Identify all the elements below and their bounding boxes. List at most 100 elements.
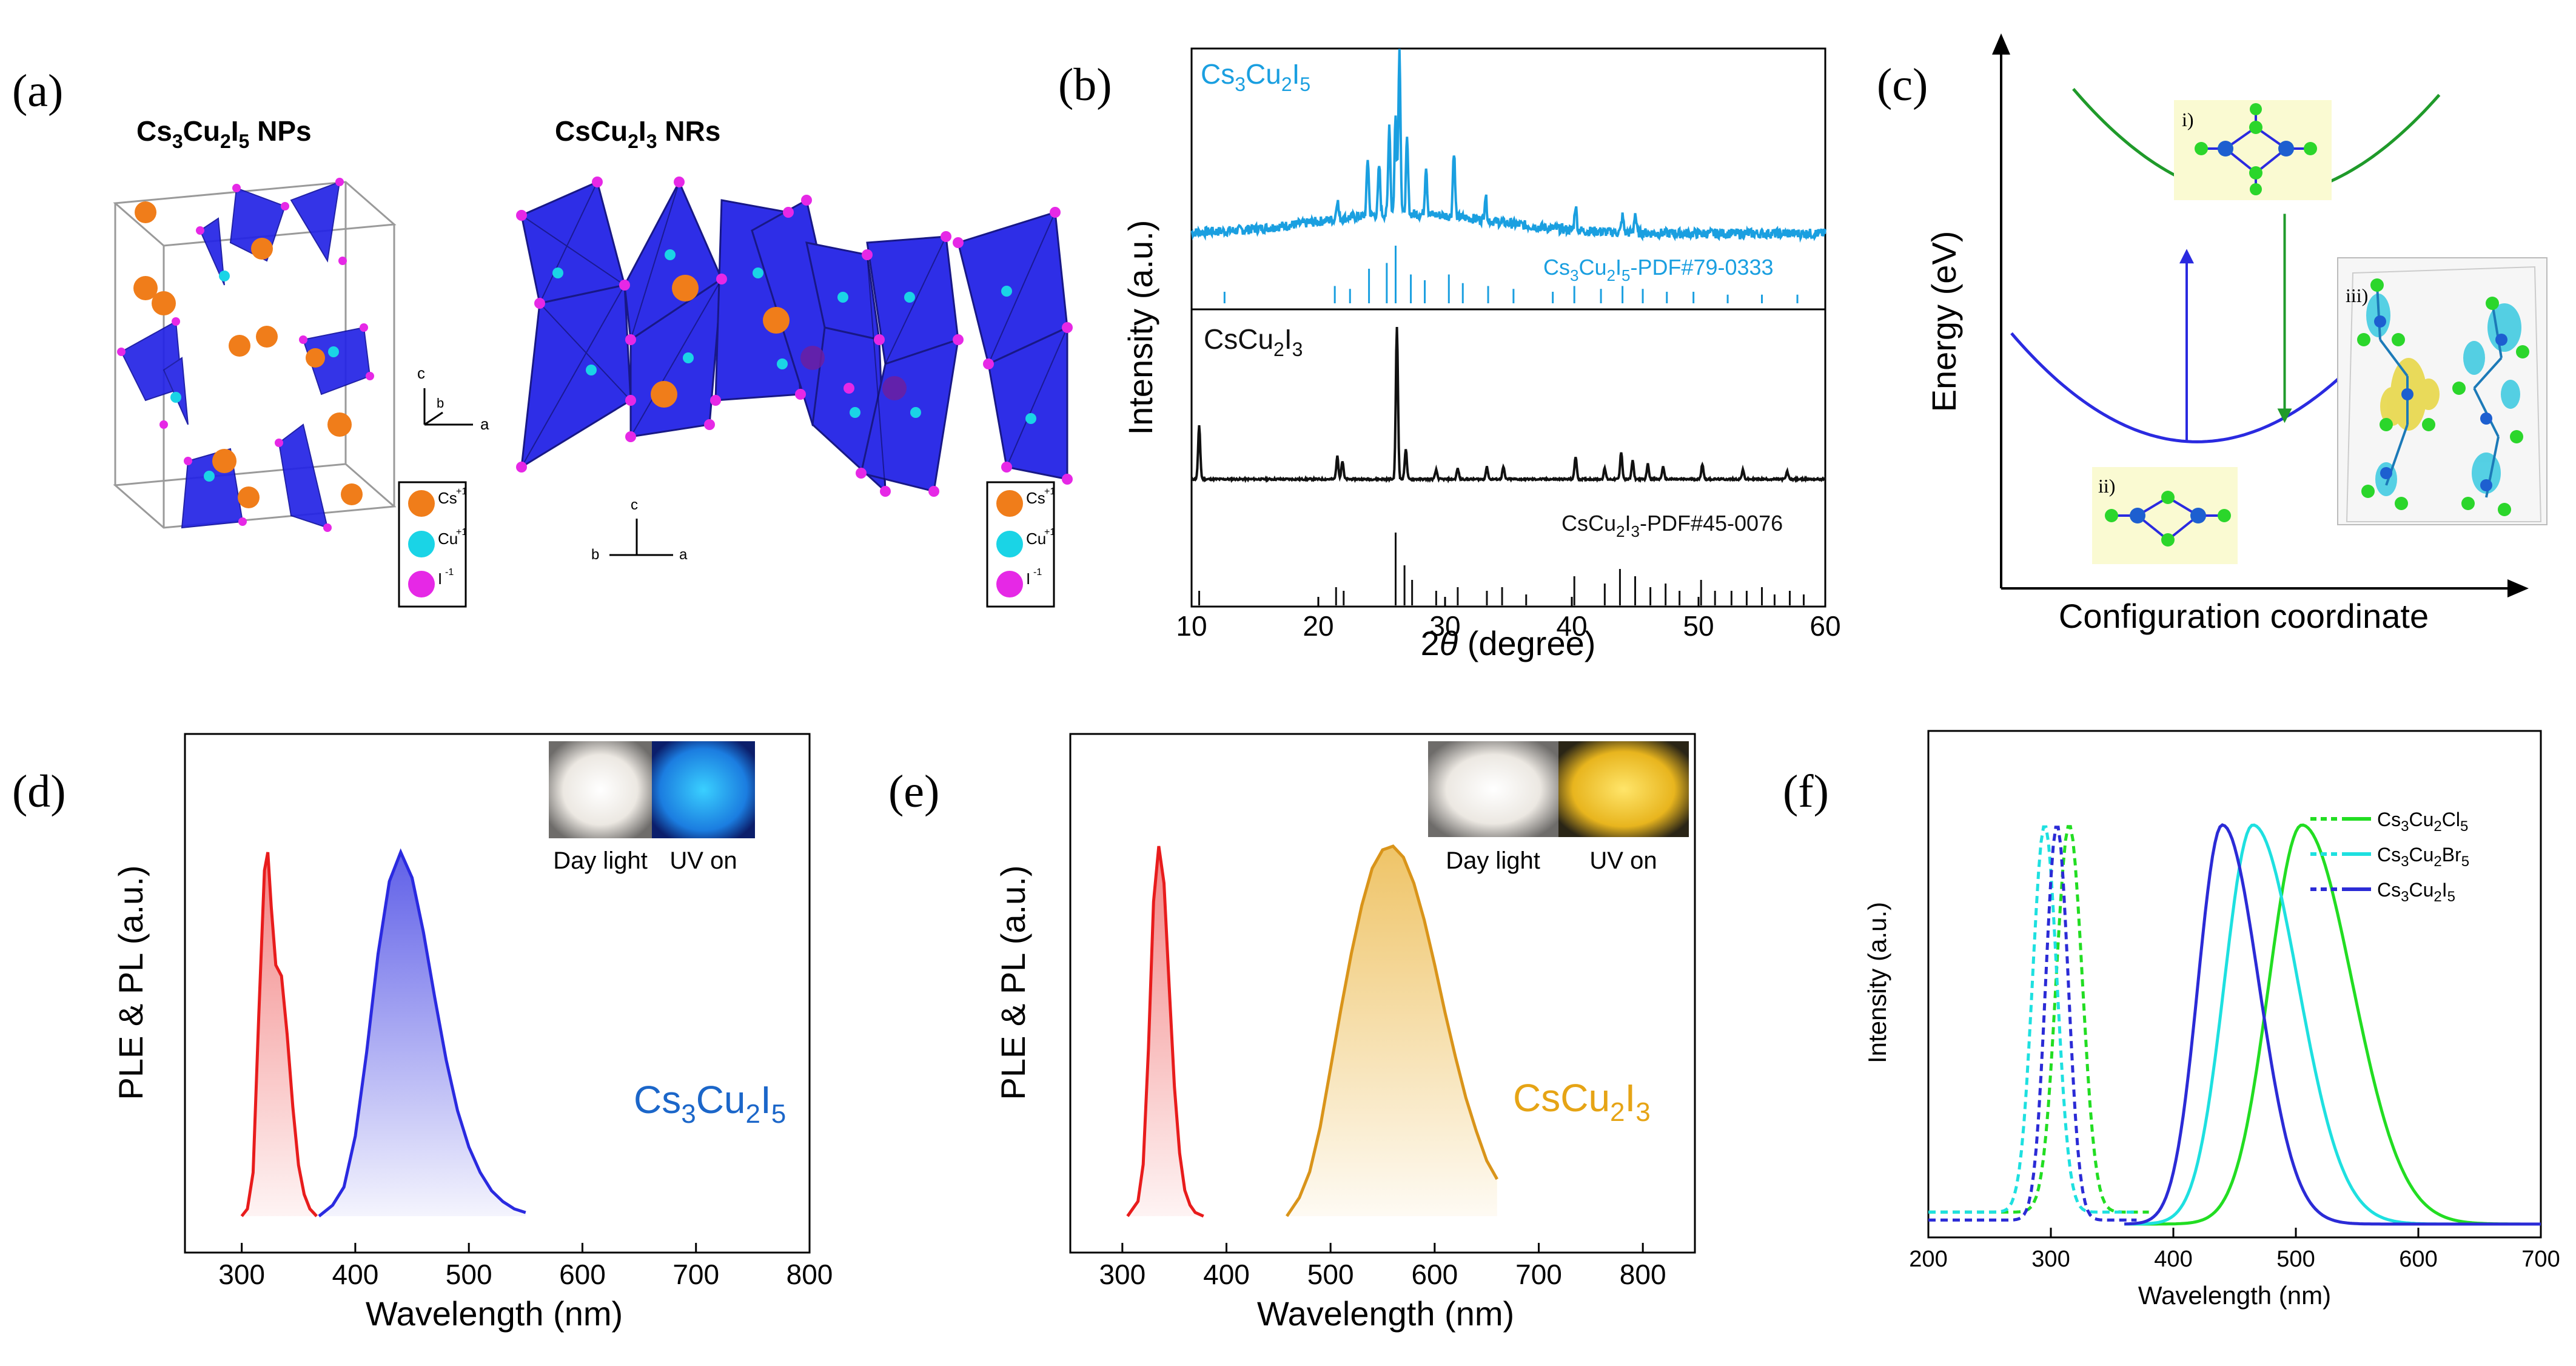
panel-e-frame	[1069, 733, 1696, 1254]
label-cscu2i3-reference: CsCu2I3-PDF#45-0076	[1561, 511, 1783, 540]
ple-curve	[240, 852, 318, 1217]
legend-entry-cl: Cs3Cu2Cl5	[2377, 809, 2468, 835]
x-tick-label: 600	[2399, 1247, 2437, 1272]
compound-label-e: CsCu2I3	[1513, 1076, 1651, 1127]
x-tick-label: 10	[1176, 610, 1207, 642]
panel-d-x-label: Wavelength (nm)	[366, 1294, 623, 1333]
pl-curve	[1286, 844, 1498, 1217]
svg-text:Cs: Cs	[1026, 489, 1045, 507]
x-tick-label: 40	[1556, 610, 1587, 642]
svg-text:Cs: Cs	[438, 489, 457, 507]
x-tick-label: 60	[1810, 610, 1840, 642]
inset-structure-iii: iii)	[2337, 257, 2547, 525]
x-tick-label: 400	[1203, 1259, 1250, 1290]
panel-label-e: (e)	[888, 766, 939, 817]
svg-text:c: c	[417, 364, 425, 382]
panel-a-left-title: Cs3Cu2I5 NPs	[136, 115, 312, 152]
svg-text:Day light: Day light	[553, 847, 648, 874]
xrd-pattern-line	[1190, 326, 1826, 484]
axes-indicator-left	[423, 388, 473, 426]
inset-structure-i: i)	[2174, 100, 2332, 200]
svg-text:a: a	[480, 415, 489, 433]
inset-photos-cs3cu2i5: Day light UV on	[549, 741, 755, 874]
panel-f-y-label: Intensity (a.u.)	[1863, 902, 1891, 1063]
pl-fill	[1287, 846, 1497, 1216]
x-tick-label: 700	[1515, 1259, 1562, 1290]
spectrum-dash	[1928, 825, 2137, 1214]
spectrum-solid	[2124, 823, 2541, 1226]
panel-c: (c) Energy (eV) Configuration coordinate…	[1877, 33, 2547, 635]
x-tick-label: 300	[218, 1259, 265, 1290]
cscu2i3-crystal-structure: c a b	[516, 177, 1073, 563]
panel-label-c: (c)	[1877, 59, 1928, 110]
panel-label-b: (b)	[1058, 59, 1112, 110]
panel-f-curves	[1928, 823, 2541, 1226]
panel-d: (d) 300 400 500 600 700 800 PLE & PL (a.u.) W…	[12, 733, 833, 1333]
label-cs3cu2i5-reference: Cs3Cu2I5-PDF#79-0333	[1543, 255, 1774, 284]
x-tick-label: 500	[2276, 1247, 2315, 1272]
ground-state-parabola	[2010, 332, 2379, 443]
panel-e-x-ticks: 300 400 500 600 700 800	[1099, 1243, 1666, 1290]
panel-f-x-label: Wavelength (nm)	[2138, 1281, 2331, 1310]
panel-d-frame	[184, 733, 811, 1254]
inset-structure-ii: ii)	[2092, 467, 2238, 564]
svg-text:Cu: Cu	[1026, 530, 1046, 548]
svg-text:-1: -1	[1033, 567, 1042, 577]
svg-text:iii): iii)	[2346, 284, 2368, 306]
svg-text:b: b	[591, 547, 599, 563]
svg-text:+1: +1	[456, 527, 467, 537]
svg-text:+1: +1	[1044, 527, 1055, 537]
panel-label-d: (d)	[12, 766, 66, 817]
svg-text:I: I	[438, 570, 442, 588]
panel-e-y-label: PLE & PL (a.u.)	[994, 866, 1032, 1100]
label-cscu2i3-sample: CsCu2I3	[1204, 323, 1303, 360]
x-tick-label: 20	[1303, 610, 1333, 642]
ple-fill	[241, 852, 317, 1216]
compound-label-d: Cs3Cu2I5	[634, 1078, 786, 1129]
svg-text:+1: +1	[456, 486, 467, 497]
panel-f: (f) 200 300 400 500 600 700 Intensity (a.u.) …	[1783, 730, 2560, 1310]
spectrum-solid	[2124, 823, 2541, 1226]
panel-b-frame	[1190, 47, 1826, 608]
panel-c-y-label: Energy (eV)	[1925, 231, 1963, 412]
svg-text:UV on: UV on	[669, 847, 737, 874]
x-tick-label: 800	[1620, 1259, 1666, 1290]
svg-text:I: I	[1026, 570, 1030, 588]
x-tick-label: 800	[787, 1259, 833, 1290]
svg-text:-1: -1	[445, 567, 454, 577]
label-cs3cu2i5-sample: Cs3Cu2I5	[1201, 58, 1310, 95]
xrd-pattern-cs3cu2i5	[1190, 49, 1826, 243]
axes-indicator-right	[609, 519, 673, 556]
panel-d-y-label: PLE & PL (a.u.)	[112, 866, 150, 1100]
xrd-pattern-cscu2i3	[1190, 326, 1826, 484]
x-tick-label: 300	[1099, 1259, 1145, 1290]
panel-label-f: (f)	[1783, 766, 1829, 817]
panel-e-x-label: Wavelength (nm)	[1257, 1294, 1514, 1333]
x-tick-label: 600	[1411, 1259, 1458, 1290]
svg-text:+1: +1	[1044, 486, 1055, 497]
panel-label-a: (a)	[12, 66, 63, 116]
panel-e: (e) 300 400 500 600 700 800 PLE & PL (a.u.) W…	[888, 733, 1696, 1333]
panel-d-x-ticks: 300 400 500 600 700 800	[218, 1243, 833, 1290]
x-tick-label: 30	[1429, 610, 1460, 642]
panel-b-x-label: 2θ (degree)	[1421, 624, 1596, 662]
panel-b-y-label: Intensity (a.u.)	[1121, 220, 1159, 436]
x-tick-label: 200	[1909, 1247, 1947, 1272]
svg-text:i): i)	[2182, 109, 2194, 130]
panel-f-legend: Cs3Cu2Cl5 Cs3Cu2Br5 Cs3Cu2I5	[2310, 809, 2469, 905]
xrd-reference-cscu2i3	[1198, 533, 1805, 605]
legend-entry-i: Cs3Cu2I5	[2377, 879, 2455, 905]
x-tick-label: 400	[332, 1259, 379, 1290]
panel-b-x-ticks: 10 20 30 40 50 60	[1176, 597, 1841, 642]
xrd-reference-cs3cu2i5	[1223, 246, 1799, 303]
x-tick-label: 500	[1307, 1259, 1354, 1290]
x-tick-label: 400	[2154, 1247, 2192, 1272]
svg-text:UV on: UV on	[1589, 847, 1657, 874]
ple-curve	[1126, 846, 1204, 1218]
x-tick-label: 700	[2521, 1247, 2560, 1272]
legend-entry-br: Cs3Cu2Br5	[2377, 844, 2469, 870]
panel-a: (a) Cs3Cu2I5 NPs	[12, 66, 1073, 608]
legend-atoms-left: Cs +1 Cu +1 I -1	[398, 481, 467, 608]
panel-b: (b) 10 20 30 40 50 60 Cs3Cu2I5 Cs3Cu2I5-PDF#7…	[1058, 47, 1841, 662]
inset-photos-cscu2i3: Day light UV on	[1428, 741, 1689, 874]
